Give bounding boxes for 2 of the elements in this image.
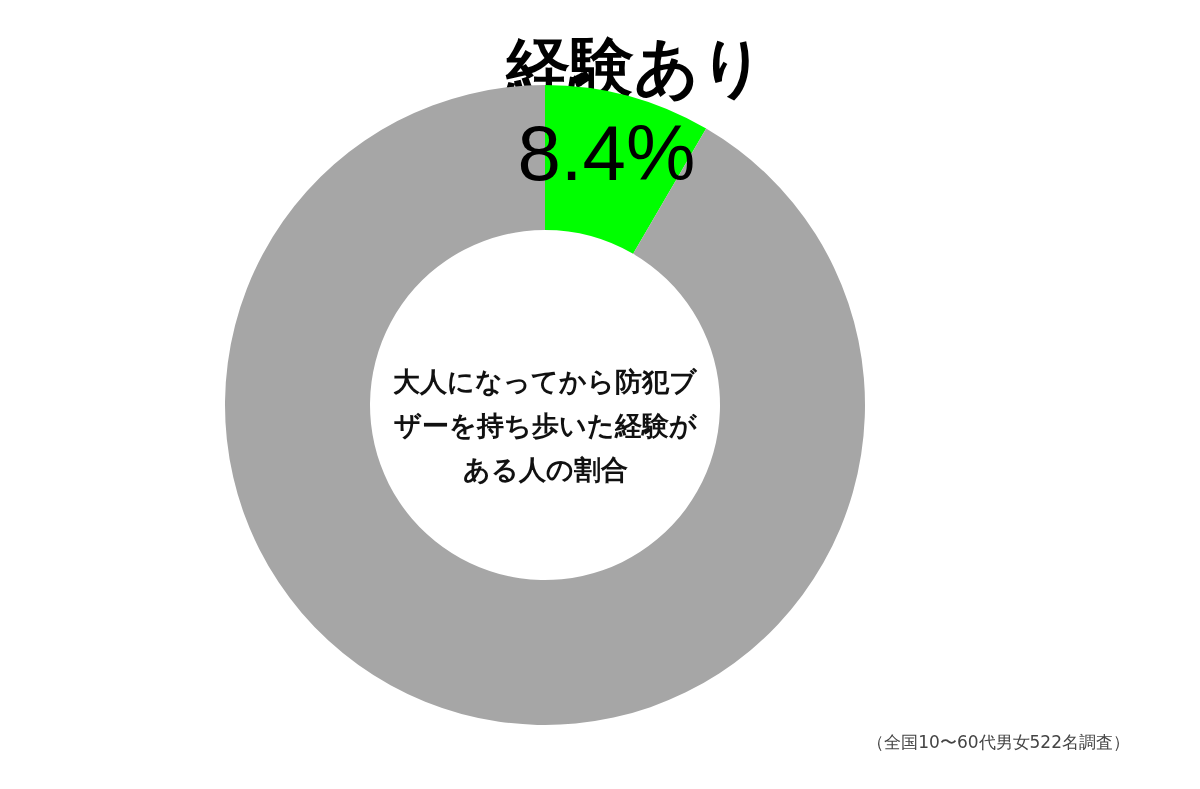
- text: 大人になってから防犯ブザーを持ち歩いた経験がある人の割合: [393, 365, 698, 485]
- text: （全国10〜60代男女522名調査）: [867, 732, 1130, 752]
